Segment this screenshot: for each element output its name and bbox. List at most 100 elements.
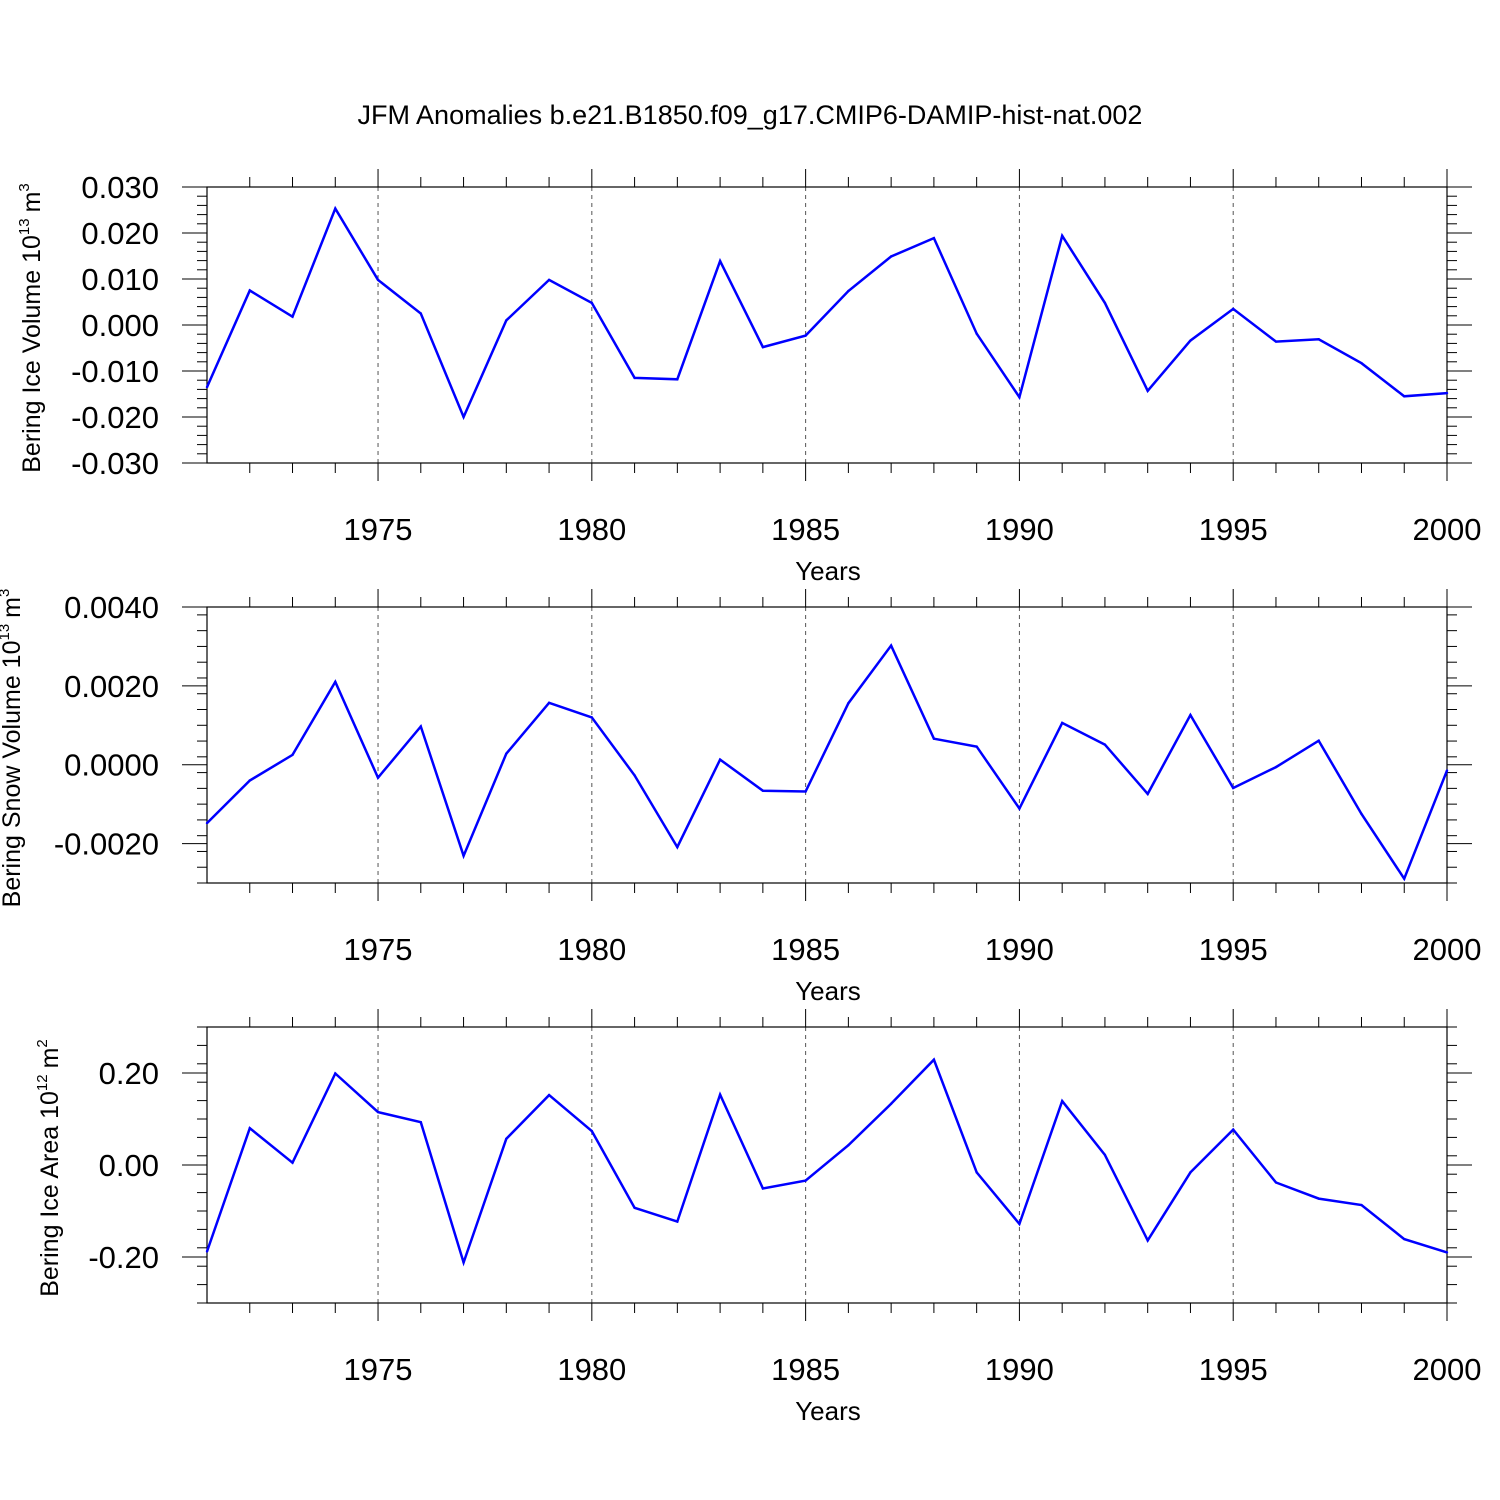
panel3-frame	[206, 1026, 1448, 1304]
panel3-point-1973	[291, 1161, 294, 1164]
panel2-series-line	[206, 643, 1449, 882]
panel1-y-tick-label: 0.000	[81, 308, 159, 343]
panel1-point-1985	[804, 334, 807, 337]
panel3-point-1993	[1146, 1239, 1149, 1242]
panel3-y-tick-label: 0.00	[99, 1148, 159, 1183]
panel2-point-1998	[1360, 812, 1363, 816]
panel2-point-1988	[932, 737, 936, 740]
panel3-x-tick-label: 1975	[344, 1352, 413, 1387]
panels: 1975 1980 1985 1990 1995 2000 -0.030 -0.020 -0.0…	[0, 169, 1481, 1426]
panel1-y-tick-label: -0.020	[71, 400, 159, 435]
panel3-point-1976	[419, 1121, 422, 1124]
panel1-y-tick-label: 0.010	[81, 262, 159, 297]
panel3-point-1997	[1317, 1197, 1320, 1200]
panel2-y-tick-label: -0.0020	[54, 827, 159, 862]
panel2-point-1989	[975, 745, 978, 748]
panel3-point-1983	[718, 1093, 722, 1096]
panel2-x-tick-label: 1995	[1199, 932, 1268, 967]
panel2-point-1993	[1146, 792, 1149, 796]
panel2-point-1984	[761, 789, 765, 792]
panel1-y-tick-label: 0.030	[81, 170, 159, 205]
panel3-point-1978	[505, 1137, 508, 1140]
panel3-point-1982	[676, 1220, 679, 1223]
panel2-point-1990	[1018, 807, 1021, 810]
panel1-point-1982	[676, 378, 679, 381]
panel1-x-tick-label: 1975	[344, 512, 413, 547]
panel1-point-1973	[291, 315, 294, 318]
panel1-point-1975	[376, 278, 380, 282]
panel3-y-label-unit-exp: 2	[34, 1039, 51, 1047]
panel1-series-line	[205, 205, 1448, 421]
panel2-point-1996	[1274, 765, 1278, 769]
panel2: 1975 1980 1985 1990 1995 2000 -0.0020 0.0000 0.0…	[0, 589, 1481, 1006]
panel2-point-1997	[1317, 739, 1320, 742]
panel1-y-label-base: Bering Ice Volume 10	[18, 235, 46, 473]
panel2-x-axis-label: Years	[795, 976, 861, 1006]
panel3-point-1999	[1403, 1237, 1406, 1241]
panel2-y-label-unit: m	[0, 597, 26, 618]
panel3-series-line	[205, 1057, 1448, 1267]
panel3-point-1995	[1232, 1128, 1235, 1131]
panel2-point-1982	[676, 845, 679, 849]
panel1-point-1995	[1232, 307, 1235, 311]
panel1-point-1971	[205, 385, 209, 389]
panel1-point-1993	[1146, 389, 1149, 392]
panel3-point-1994	[1189, 1171, 1192, 1174]
panel3-point-1979	[547, 1093, 551, 1097]
panel3-x-axis-label: Years	[795, 1396, 861, 1426]
panel1-point-1994	[1189, 339, 1192, 342]
panel2-point-1995	[1232, 786, 1235, 790]
panel2-y-label-unit-exp: 3	[0, 589, 13, 597]
panel1-point-1981	[633, 376, 636, 380]
panel3-point-1990	[1018, 1222, 1021, 1226]
panel1-point-1988	[932, 236, 936, 240]
panel3-point-1974	[334, 1072, 337, 1075]
panel2-y-tick-label: 0.0040	[64, 590, 159, 625]
panel3-y-axis-label: Bering Ice Area 1012 m2	[34, 1039, 64, 1297]
panel2-point-1972	[248, 779, 251, 782]
panel2-point-1975	[376, 776, 380, 779]
panel3-point-1998	[1360, 1203, 1363, 1207]
panel3-point-1975	[376, 1110, 380, 1114]
panel3-x-tick-label: 1995	[1199, 1352, 1268, 1387]
panel2-point-2000	[1445, 769, 1449, 772]
panel2-point-1991	[1060, 721, 1064, 725]
panel1-y-tick-label: -0.030	[71, 446, 159, 481]
panel1-y-tick-label: 0.020	[81, 216, 159, 251]
panel3-point-1986	[847, 1144, 850, 1147]
panel3-point-1980	[590, 1129, 594, 1133]
panel1-point-1984	[761, 345, 765, 349]
panel1-point-1990	[1018, 396, 1021, 399]
panel2-point-1979	[547, 701, 551, 705]
panel1-y-axis-label: Bering Ice Volume 1013 m3	[16, 183, 46, 473]
panel2-point-1978	[505, 752, 508, 755]
panel2-x-tick-label: 1975	[344, 932, 413, 967]
panel3-x-tick-label: 1980	[557, 1352, 626, 1387]
panel1-x-tick-label: 1995	[1199, 512, 1268, 547]
panel3-point-1992	[1103, 1153, 1107, 1157]
panel2-point-1987	[889, 644, 893, 647]
panel1-x-tick-label: 1990	[985, 512, 1054, 547]
panel2-point-1976	[419, 725, 422, 728]
panel2-point-1985	[804, 790, 807, 793]
panel2-point-1999	[1403, 877, 1406, 880]
panel1-point-1977	[462, 415, 465, 419]
panel3-point-1985	[804, 1179, 807, 1182]
panel2-point-1981	[633, 774, 636, 777]
panel3-point-1977	[462, 1261, 465, 1264]
panel1-point-1986	[847, 289, 850, 293]
panel1-point-1983	[718, 259, 722, 263]
panel2-point-1974	[334, 680, 337, 684]
panel1-y-label-unit-exp: 3	[16, 183, 33, 191]
panel2-frame	[206, 606, 1448, 884]
panel1-x-tick-label: 1980	[557, 512, 626, 547]
panel3-point-1984	[761, 1187, 765, 1190]
panel1-point-1978	[505, 319, 508, 322]
panel3-x-tick-label: 2000	[1413, 1352, 1482, 1387]
panel3-x-tick-label: 1985	[771, 1352, 840, 1387]
panel1-x-axis-label: Years	[795, 556, 861, 586]
panel3-point-1988	[932, 1058, 936, 1061]
panel3-point-1991	[1060, 1099, 1064, 1103]
panel1-point-1976	[419, 312, 422, 315]
